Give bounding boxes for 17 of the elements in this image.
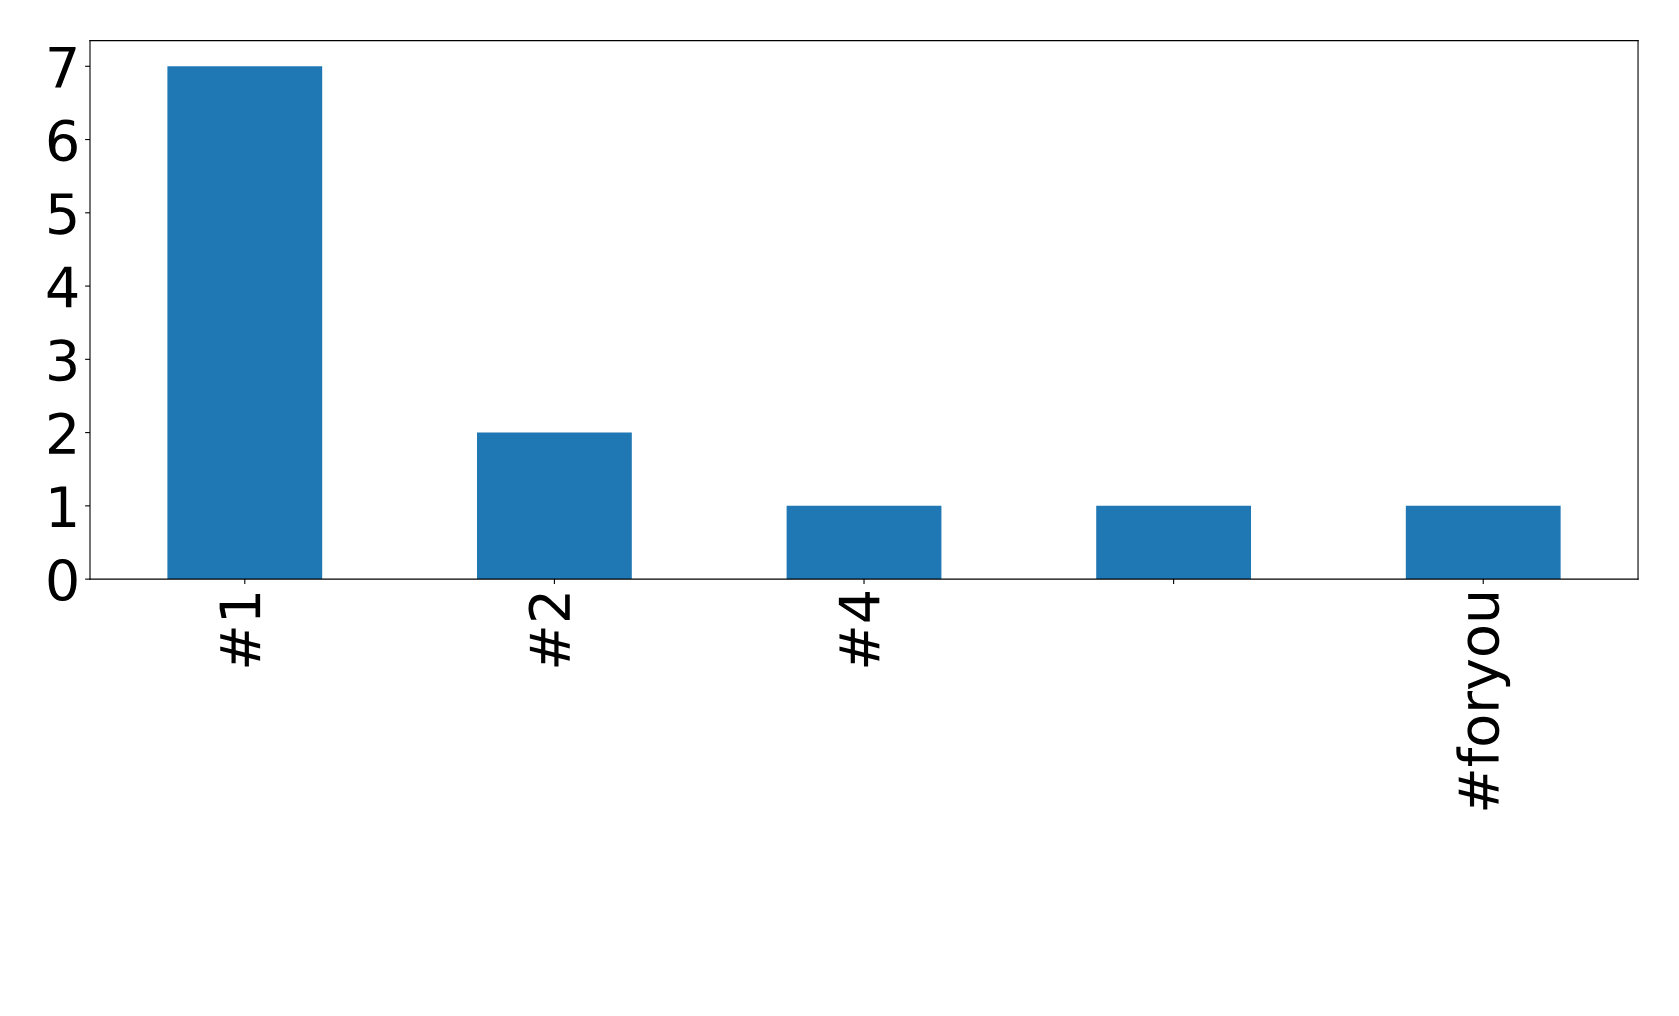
- y-tick-label: 4: [47, 266, 78, 308]
- x-tick-label: #foryou: [1456, 593, 1511, 810]
- y-tick-label: 5: [49, 193, 76, 235]
- bar: [1096, 505, 1252, 580]
- bar: [786, 505, 942, 580]
- y-tick-label: 0: [48, 558, 77, 602]
- x-tick-label: #1: [219, 593, 261, 667]
- bar: [477, 432, 632, 580]
- y-tick-label: 6: [48, 119, 77, 162]
- y-tick-label: 7: [49, 46, 76, 88]
- y-tick-label: 1: [51, 486, 76, 527]
- bar: [167, 66, 323, 580]
- y-tick-label: 3: [49, 339, 76, 382]
- bar: [1405, 505, 1561, 580]
- x-tick-label: #4: [838, 591, 880, 667]
- x-tick-label: #2: [528, 594, 570, 667]
- y-tick-label: 2: [49, 412, 75, 454]
